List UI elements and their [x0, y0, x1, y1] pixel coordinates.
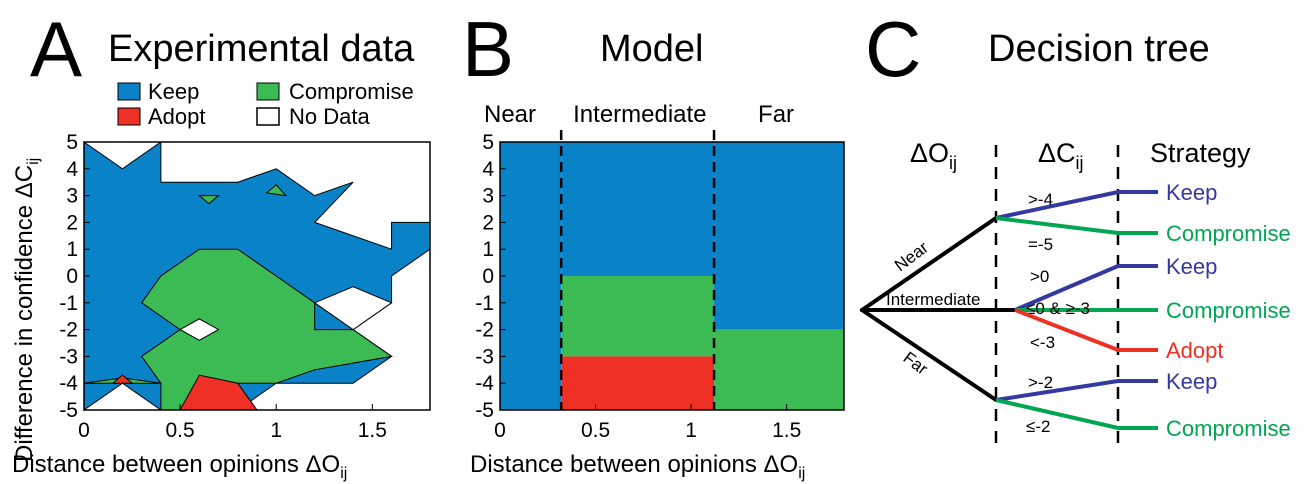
legend: Keep Compromise Adopt No Data [117, 79, 414, 129]
y-tick-label: -5 [59, 399, 78, 422]
y-tick-label: 3 [482, 185, 494, 208]
y-tick-label: -1 [59, 292, 78, 315]
tree-branch-label-intermediate: Intermediate [886, 290, 981, 309]
block-keep-1 [561, 142, 715, 276]
tree-strategy-keep: Keep [1166, 180, 1217, 205]
tree-condition: >0 [1030, 267, 1049, 286]
y-tick-label: 2 [66, 211, 78, 234]
legend-swatch-compromise [256, 82, 280, 101]
tree-header-delta-c: ΔCij [1038, 138, 1084, 173]
block-compromise-2 [561, 276, 715, 357]
legend-swatch-adopt [117, 107, 141, 126]
y-tick-label: -3 [59, 345, 78, 368]
tree-branch-far [860, 308, 998, 402]
tree-leaf-line-keep [1014, 264, 1158, 312]
tree-branch-near [860, 216, 998, 312]
y-tick-label: -2 [475, 319, 494, 342]
region-compromise-2 [197, 195, 220, 205]
y-tick-label: 4 [66, 158, 78, 181]
y-tick-label: -4 [475, 372, 494, 395]
panel-a-letter: A [30, 5, 82, 93]
tree-condition: >-2 [1028, 373, 1053, 392]
y-tick-label: 0 [482, 265, 494, 288]
decision-tree: ΔOij ΔCij Strategy Near >-4 Keep =-5 Compromise… [860, 138, 1291, 448]
y-tick-label: -4 [59, 372, 78, 395]
panel-c-letter: C [865, 5, 921, 93]
region-no-data-9 [179, 318, 220, 341]
y-tick-label: -5 [475, 399, 494, 422]
tree-leaf-line-keep [995, 379, 1158, 402]
x-tick-label: 1.5 [358, 419, 387, 442]
block-keep-4 [714, 142, 844, 330]
tree-strategy-compromise: Compromise [1166, 416, 1291, 441]
tree-header-delta-o: ΔOij [910, 138, 957, 173]
panel-b-x-axis-label: Distance between opinions ΔOij [470, 451, 805, 482]
y-tick-label: -3 [475, 345, 494, 368]
y-tick-label: 3 [66, 185, 78, 208]
panel-c-title: Decision tree [988, 28, 1210, 70]
panel-a-x-axis-label: Distance between opinions ΔOij [12, 451, 347, 482]
y-tick-label: 1 [482, 238, 494, 261]
y-tick-label: 4 [482, 158, 494, 181]
tree-leaf-line-compromise [995, 398, 1158, 430]
tree-header-strategy: Strategy [1150, 138, 1251, 168]
region-label-far: Far [758, 101, 794, 128]
x-tick-label: 0 [78, 419, 90, 442]
tree-strategy-compromise: Compromise [1166, 298, 1291, 323]
panel-a-title: Experimental data [108, 28, 415, 70]
y-tick-label: -1 [475, 292, 494, 315]
legend-label-keep: Keep [148, 79, 199, 104]
panel-b-title: Model [600, 28, 704, 70]
tree-leaf-line-compromise [995, 216, 1158, 235]
x-tick-label: 0.5 [166, 419, 195, 442]
region-compromise-3 [265, 184, 288, 197]
tree-strategy-compromise: Compromise [1166, 221, 1291, 246]
tree-leaf-line-keep [995, 190, 1158, 220]
legend-label-nodata: No Data [289, 104, 370, 129]
tree-strategy-keep: Keep [1166, 254, 1217, 279]
region-label-intermediate: Intermediate [573, 101, 706, 128]
panel-b-letter: B [462, 5, 514, 93]
tree-strategy-keep: Keep [1166, 369, 1217, 394]
tree-condition: <-3 [1030, 333, 1055, 352]
region-label-near: Near [484, 101, 536, 128]
block-compromise-5 [714, 329, 844, 410]
legend-swatch-keep [117, 82, 141, 101]
y-tick-label: 5 [66, 131, 78, 154]
y-tick-label: -2 [59, 319, 78, 342]
x-tick-label: 0.5 [581, 419, 610, 442]
y-tick-label: 2 [482, 211, 494, 234]
tree-condition: ≤-2 [1026, 417, 1050, 436]
tree-branch-label-near: Near [891, 238, 932, 276]
y-axis-label: Difference in confidence ΔCij [11, 158, 42, 462]
y-tick-label: 1 [66, 238, 78, 261]
block-adopt-3 [561, 356, 715, 410]
legend-swatch-nodata [256, 107, 280, 126]
x-tick-label: 0 [494, 419, 506, 442]
y-tick-label: 5 [482, 131, 494, 154]
legend-label-compromise: Compromise [289, 79, 414, 104]
tree-condition: =-5 [1028, 235, 1053, 254]
x-tick-label: 1.5 [772, 419, 801, 442]
x-tick-label: 1 [270, 419, 282, 442]
x-tick-label: 1 [685, 419, 697, 442]
tree-condition: >-4 [1028, 190, 1053, 209]
block-keep-0 [500, 142, 562, 410]
tree-condition: ≤0 & ≥-3 [1026, 299, 1090, 318]
legend-label-adopt: Adopt [148, 104, 206, 129]
y-tick-label: 0 [66, 265, 78, 288]
tree-strategy-adopt: Adopt [1166, 338, 1224, 363]
tree-leaf-line-adopt [1014, 308, 1158, 352]
region-no-data-10 [313, 286, 393, 331]
